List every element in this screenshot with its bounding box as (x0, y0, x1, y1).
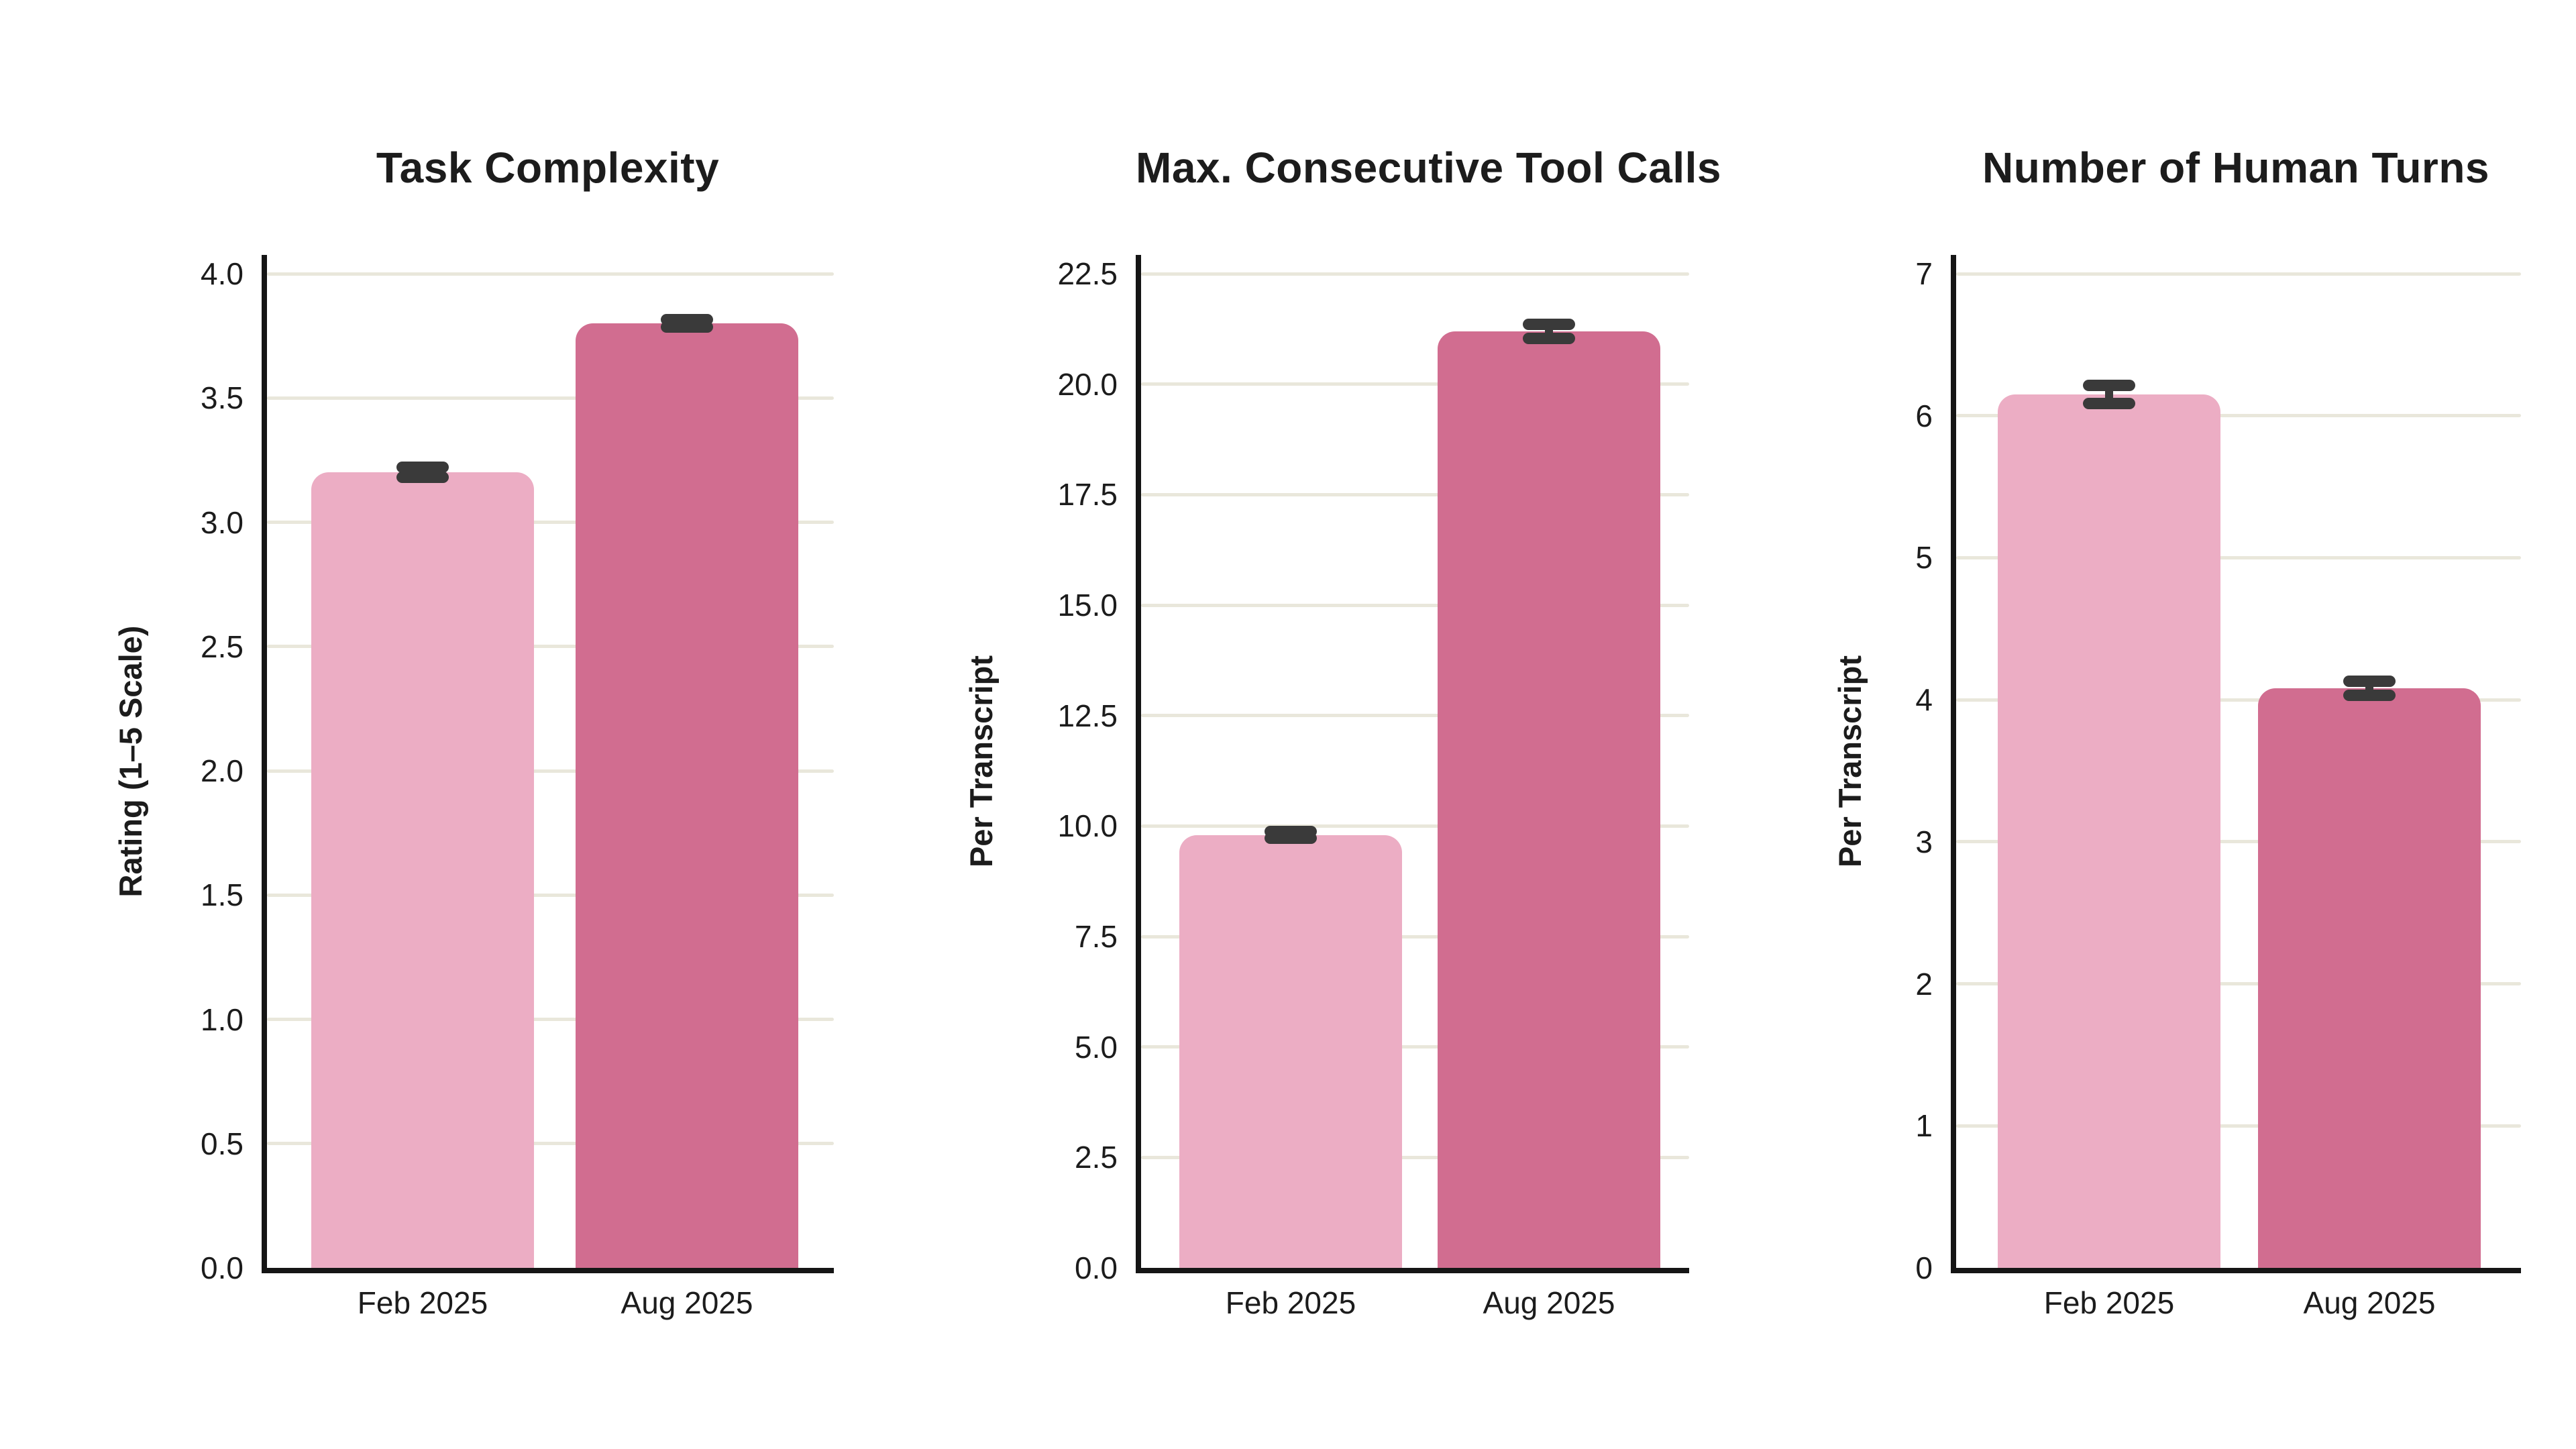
y-tick-label: 3.5 (201, 380, 244, 416)
gridline (1956, 698, 2521, 702)
chart-title: Number of Human Turns (1982, 144, 2489, 192)
y-tick-label: 7 (1915, 256, 1933, 291)
x-tick-label: Feb 2025 (357, 1285, 488, 1320)
gridline (1956, 272, 2521, 276)
y-tick-label: 22.5 (1057, 256, 1118, 291)
bar-aug-2025 (2258, 688, 2481, 1268)
y-tick-label: 3.0 (201, 504, 244, 540)
error-bar-cap-bottom (661, 321, 713, 333)
y-tick-label: 0.0 (1075, 1250, 1118, 1285)
gridline (267, 645, 834, 649)
x-tick-label: Feb 2025 (2043, 1285, 2175, 1320)
gridline (267, 1142, 834, 1146)
y-tick-label: 0 (1915, 1250, 1933, 1285)
y-tick-label: 5 (1915, 540, 1933, 576)
y-tick-label: 1.5 (201, 877, 244, 913)
y-tick-label: 1 (1915, 1108, 1933, 1144)
gridline (1956, 840, 2521, 844)
bar-aug-2025 (1438, 331, 1660, 1268)
error-bar-cap-top (396, 462, 449, 474)
gridline (267, 769, 834, 773)
gridline (267, 893, 834, 897)
error-bar-cap-bottom (1523, 332, 1575, 344)
chart-task-complexity: Task Complexity Rating (1–5 Scale) 0.0 0.… (47, 101, 861, 1409)
y-tick-label: 6 (1915, 398, 1933, 433)
y-tick-label: 12.5 (1057, 698, 1118, 733)
gridline (1141, 934, 1689, 938)
y-tick-label: 0.0 (201, 1250, 244, 1285)
plot-area: 0 1 2 3 4 5 6 7 Feb 2025 Aug 2025 (1915, 255, 2521, 1320)
plot-area: 0.0 2.5 5.0 7.5 10.0 12.5 15.0 17.5 20.0 22.5 Feb … (1057, 255, 1689, 1320)
y-axis-label: Per Transcript (963, 655, 999, 868)
gridline (1141, 492, 1689, 496)
y-tick-label: 10.0 (1057, 808, 1118, 844)
gridline (1141, 714, 1689, 718)
error-bar-cap-bottom (2083, 398, 2135, 410)
y-tick-label: 17.5 (1057, 477, 1118, 513)
gridline (267, 1018, 834, 1021)
x-tick-label: Aug 2025 (1483, 1285, 1615, 1320)
x-tick-label: Aug 2025 (621, 1285, 753, 1320)
gridline (267, 396, 834, 400)
y-tick-label: 2.0 (201, 753, 244, 788)
plot-area: 0.0 0.5 1.0 1.5 2.0 2.5 3.0 3.5 4.0 Feb 2025 Aug 2… (201, 255, 834, 1320)
chart-title: Task Complexity (376, 144, 720, 192)
gridline (1141, 824, 1689, 828)
gridline (1956, 982, 2521, 986)
error-bar-cap-top (2343, 676, 2396, 688)
bar-feb-2025 (1179, 835, 1402, 1268)
error-bar-cap-bottom (2343, 690, 2396, 702)
gridline (1956, 414, 2521, 418)
chart-title: Max. Consecutive Tool Calls (1136, 144, 1721, 192)
gridline (1141, 603, 1689, 607)
bar-aug-2025 (576, 323, 798, 1268)
gridline (1141, 1155, 1689, 1159)
error-bar-cap-bottom (396, 472, 449, 484)
error-bar-cap-bottom (1265, 833, 1317, 845)
y-tick-label: 3 (1915, 824, 1933, 859)
gridline (1956, 1124, 2521, 1128)
y-tick-label: 20.0 (1057, 366, 1118, 402)
y-tick-label: 4.0 (201, 256, 244, 291)
y-tick-label: 2.5 (1075, 1140, 1118, 1175)
y-tick-label: 0.5 (201, 1126, 244, 1161)
y-tick-label: 4 (1915, 682, 1933, 718)
gridline (1141, 272, 1689, 276)
error-bar-cap-top (1523, 318, 1575, 330)
x-tick-label: Aug 2025 (2303, 1285, 2436, 1320)
chart-max-consecutive-tool-calls: Max. Consecutive Tool Calls Per Transcri… (921, 101, 1721, 1409)
error-bar-cap-top (2083, 379, 2135, 391)
y-tick-label: 15.0 (1057, 588, 1118, 623)
gridline (1141, 1045, 1689, 1049)
x-tick-label: Feb 2025 (1225, 1285, 1356, 1320)
y-tick-label: 2.5 (201, 629, 244, 664)
gridline (1956, 555, 2521, 559)
y-tick-label: 5.0 (1075, 1029, 1118, 1065)
gridline (1141, 382, 1689, 386)
y-tick-label: 7.5 (1075, 919, 1118, 954)
y-tick-label: 1.0 (201, 1002, 244, 1037)
y-tick-label: 2 (1915, 966, 1933, 1002)
bar-feb-2025 (311, 472, 534, 1268)
gridline (267, 272, 834, 276)
bar-feb-2025 (1998, 394, 2220, 1268)
gridline (267, 521, 834, 524)
